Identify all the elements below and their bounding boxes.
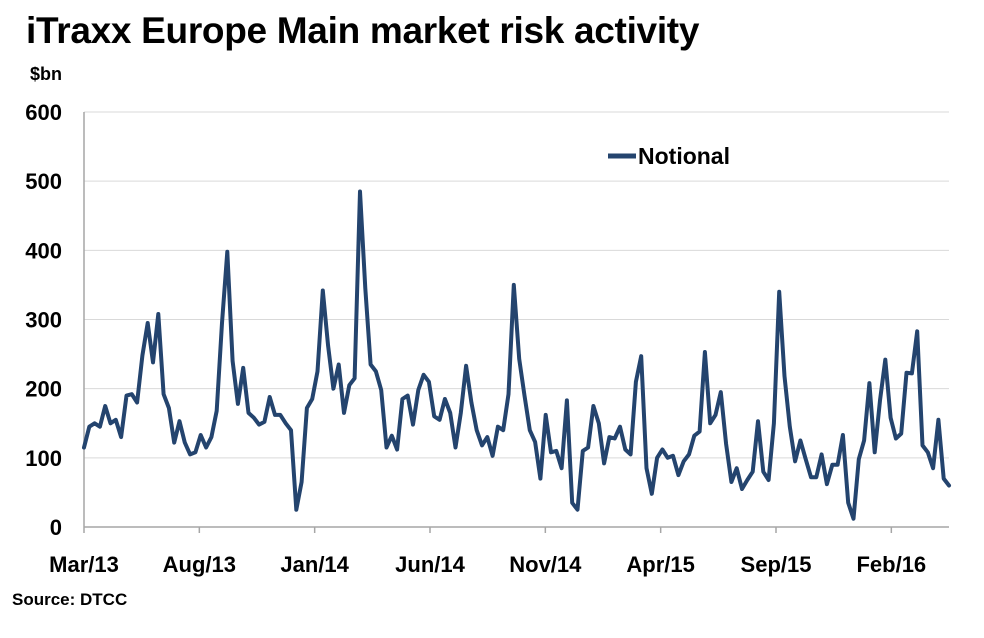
- y-tick-label: 300: [25, 308, 62, 333]
- x-tick-label: Sep/15: [741, 552, 812, 577]
- x-tick-labels: Mar/13 Aug/13 Jan/14 Jun/14 Nov/14 Apr/15 Sep/…: [49, 527, 926, 577]
- series-line-0: [82, 189, 951, 521]
- y-tick-label: 400: [25, 238, 62, 263]
- y-axis-unit-label: $bn: [30, 64, 63, 84]
- y-tick-label: 500: [25, 169, 62, 194]
- series-lines: [82, 189, 951, 521]
- y-tick-label: 0: [50, 515, 62, 540]
- x-tick-label: Apr/15: [626, 552, 694, 577]
- legend-label: Notional: [638, 143, 730, 169]
- source-note: Source: DTCC: [12, 590, 128, 609]
- x-tick-label: Mar/13: [49, 552, 119, 577]
- x-tick-label: Feb/16: [856, 552, 926, 577]
- y-tick-label: 100: [25, 446, 62, 471]
- legend: Notional: [600, 135, 760, 179]
- axes: [83, 112, 949, 528]
- x-tick-label: Nov/14: [509, 552, 582, 577]
- grid-lines: [84, 111, 949, 459]
- chart-title: iTraxx Europe Main market risk activity: [26, 10, 700, 51]
- x-tick-label: Jan/14: [280, 552, 349, 577]
- x-tick-label: Jun/14: [395, 552, 465, 577]
- y-tick-labels: 0 100 200 300 400 500 600: [25, 100, 62, 540]
- y-tick-label: 600: [25, 100, 62, 125]
- x-tick-label: Aug/13: [163, 552, 236, 577]
- y-tick-label: 200: [25, 377, 62, 402]
